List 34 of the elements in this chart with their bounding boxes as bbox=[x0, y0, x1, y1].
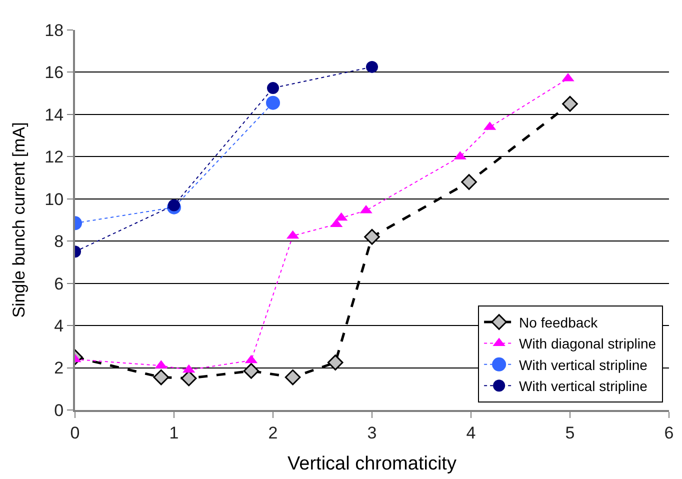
x-tick-label: 3 bbox=[367, 423, 377, 442]
y-tick-label: 8 bbox=[54, 232, 64, 252]
point bbox=[364, 228, 380, 245]
x-tick-label: 6 bbox=[664, 423, 674, 442]
y-axis-title: Single bunch current [mA] bbox=[10, 122, 29, 318]
point bbox=[327, 354, 344, 370]
point bbox=[266, 96, 280, 110]
x-tick-label: 1 bbox=[169, 423, 179, 442]
y-tick-label: 18 bbox=[44, 20, 64, 40]
x-tick-label: 4 bbox=[466, 423, 476, 442]
legend-label: With vertical stripline bbox=[519, 378, 648, 394]
y-tick-label: 12 bbox=[44, 148, 64, 167]
point bbox=[461, 174, 477, 190]
y-tick-label: 10 bbox=[44, 190, 64, 209]
point bbox=[153, 369, 170, 386]
y-tick-label: 6 bbox=[54, 274, 64, 294]
x-tick-label: 0 bbox=[70, 423, 80, 442]
legend-label: No feedback bbox=[519, 314, 599, 330]
point bbox=[267, 82, 279, 94]
y-tick-label: 2 bbox=[54, 358, 64, 378]
point bbox=[168, 199, 180, 212]
x-axis-title: Vertical chromaticity bbox=[288, 454, 457, 475]
point bbox=[562, 96, 578, 112]
point bbox=[243, 363, 260, 379]
point bbox=[284, 369, 301, 386]
y-tick-label: 16 bbox=[44, 63, 64, 82]
y-tick-label: 4 bbox=[54, 316, 64, 336]
point bbox=[366, 60, 378, 73]
legend-label: With vertical stripline bbox=[519, 356, 648, 373]
y-tick-label: 14 bbox=[44, 105, 64, 124]
x-tick-label: 5 bbox=[565, 423, 575, 442]
legend-label: With diagonal stripline bbox=[519, 336, 656, 352]
x-tick-label: 2 bbox=[268, 423, 278, 442]
y-tick-label: 0 bbox=[54, 400, 64, 420]
